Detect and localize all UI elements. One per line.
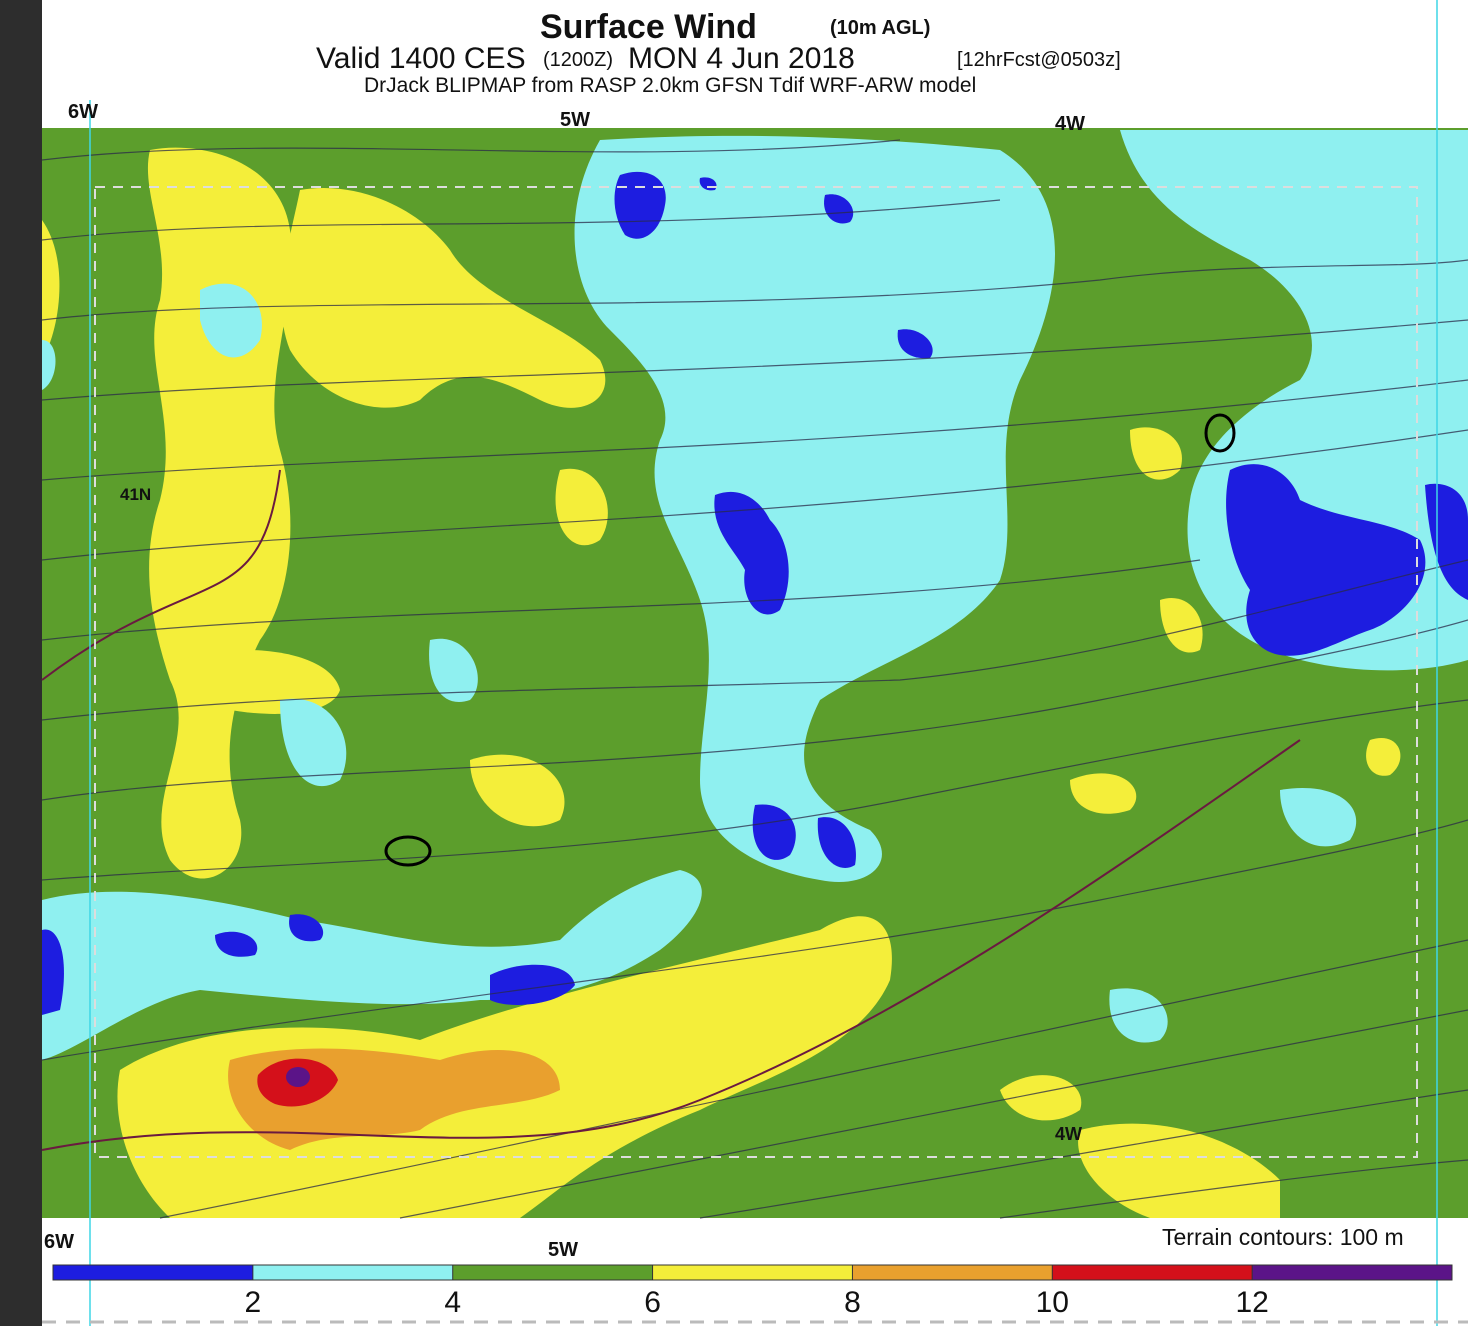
- hand-circles: [384, 413, 1236, 867]
- colorbar-tick-label: 8: [844, 1286, 861, 1319]
- domain-box: [94, 186, 1418, 1158]
- forecast: [12hrFcst@0503z]: [957, 49, 1121, 71]
- colorbar-band: [53, 1265, 253, 1280]
- colorbar: 2 4 6 8 10 12: [52, 1264, 1453, 1319]
- colorbar-tick-label: 6: [644, 1286, 661, 1319]
- colorbar-tick-label: 12: [1235, 1286, 1268, 1319]
- colorbar-band: [1052, 1265, 1253, 1280]
- lon-label: 4W: [1055, 1124, 1082, 1144]
- streamlines: [41, 139, 1468, 1219]
- colorbar-tick-label: 10: [1036, 1286, 1069, 1319]
- colorbar-tick-label: 4: [444, 1286, 461, 1319]
- zone: (1200Z): [543, 49, 613, 71]
- coordinate-labels: 6W 5W 4W 41N 4W 6W 5W: [44, 101, 1085, 1261]
- model: DrJack BLIPMAP from RASP 2.0km GFSN Tdif…: [364, 74, 976, 97]
- colorbar-frame: [52, 1264, 1453, 1281]
- title-note: (10m AGL): [830, 17, 930, 39]
- valid: Valid 1400 CES: [316, 42, 526, 75]
- lon-label: 4W: [1055, 113, 1085, 135]
- map: [41, 128, 1468, 1219]
- side-strip: [0, 0, 42, 1326]
- header: Surface Wind (10m AGL) Valid 1400 CES (1…: [316, 8, 1121, 97]
- borders: [41, 469, 1301, 1151]
- colorbar-band: [652, 1265, 853, 1280]
- colorbar-band: [852, 1265, 1053, 1280]
- colorbar-band: [452, 1265, 653, 1280]
- purple-area: [286, 1067, 310, 1087]
- colorbar-tick-label: 2: [245, 1286, 262, 1319]
- colorbar-band: [1252, 1265, 1452, 1280]
- title: Surface Wind: [540, 8, 757, 46]
- date: MON 4 Jun 2018: [628, 42, 855, 75]
- lon-label: 6W: [44, 1231, 74, 1253]
- lon-label: 5W: [560, 109, 590, 131]
- colorbar-band: [252, 1265, 453, 1280]
- terrain-note: Terrain contours: 100 m: [1162, 1224, 1404, 1250]
- lon-label: 6W: [68, 101, 98, 123]
- lon-label: 5W: [548, 1239, 578, 1261]
- lat-label: 41N: [120, 485, 151, 504]
